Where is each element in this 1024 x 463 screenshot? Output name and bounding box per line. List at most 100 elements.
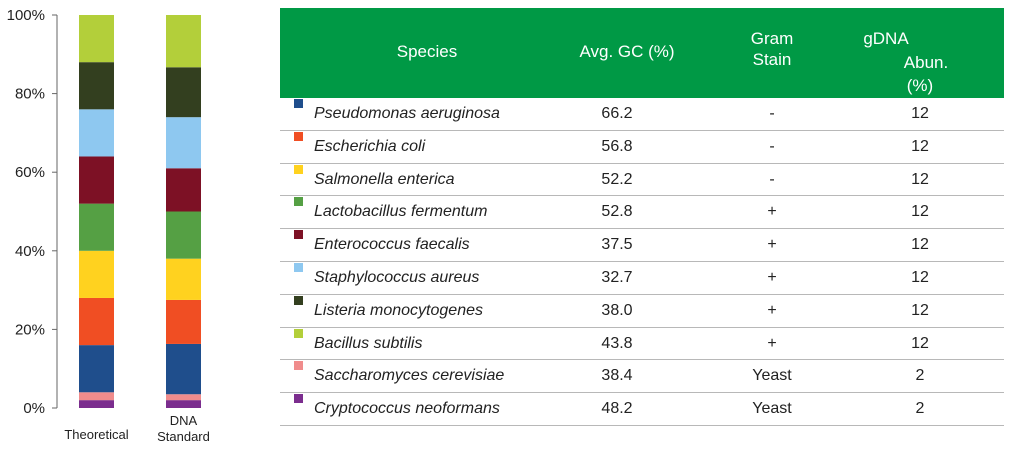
gdna-abundance-value: 2	[915, 367, 925, 385]
bar-segment	[166, 67, 201, 118]
bar-segment	[166, 400, 201, 408]
gdna-abundance-value: 12	[911, 137, 929, 155]
gdna-abundance-value: 12	[911, 105, 929, 122]
avg-gc-value: 37.5	[601, 236, 633, 254]
gram-stain-value: +	[767, 236, 777, 254]
gdna-abundance-value: 12	[911, 170, 929, 188]
bar-segment	[166, 15, 201, 68]
species-name: Salmonella enterica	[314, 170, 455, 188]
avg-gc-value: 66.2	[601, 105, 633, 122]
species-name: Enterococcus faecalis	[314, 236, 470, 254]
color-swatch	[294, 99, 303, 108]
bar-segment	[79, 156, 114, 204]
y-tick-label: 40%	[15, 243, 45, 260]
gdna-abundance-value: 12	[911, 301, 929, 319]
bar-segment	[79, 345, 114, 393]
table-row: Salmonella enterica 52.2 - 12	[280, 164, 1004, 197]
avg-gc-value: 38.4	[601, 367, 633, 385]
table-row: Lactobacillus fermentum 52.8 +12	[280, 196, 1004, 230]
gram-stain-value: -	[769, 170, 775, 188]
species-name: Pseudomonas aeruginosa	[314, 105, 500, 122]
color-swatch	[294, 230, 303, 240]
avg-gc-value: 52.2	[601, 170, 633, 188]
table-row: Escherichia coli 56.8 - 12	[280, 131, 1004, 164]
y-tick-label: 0%	[23, 400, 45, 417]
x-tick-label: DNA	[170, 413, 198, 428]
color-swatch	[294, 197, 303, 207]
gdna-abundance-value: 2	[915, 400, 925, 418]
color-swatch	[294, 394, 303, 404]
header-gram-line1: Gram	[750, 29, 794, 48]
gdna-abundance-value: 12	[911, 268, 929, 286]
color-swatch	[294, 295, 303, 305]
bar-segment	[166, 258, 201, 300]
table-row: Pseudomonas aeruginosa 66.2 - 12	[280, 98, 1004, 131]
species-name: Cryptococcus neoformans	[314, 400, 500, 418]
header-gram-line2: Stain	[752, 50, 792, 69]
bar-segment	[79, 392, 114, 401]
gram-stain-value: +	[767, 268, 777, 286]
avg-gc-value: 52.8	[601, 203, 633, 221]
header-gdna-line2: Abun.	[903, 53, 949, 72]
species-name: Staphylococcus aureus	[314, 268, 480, 286]
bar-segment	[166, 168, 201, 212]
bar-segment	[166, 211, 201, 259]
gram-stain-value: +	[767, 203, 777, 221]
table-body: Pseudomonas aeruginosa 66.2 - 12 Escherichia…	[280, 98, 1004, 426]
species-name: Bacillus subtilis	[314, 334, 423, 352]
gram-stain-value: +	[767, 301, 777, 319]
bar-segment	[79, 62, 114, 110]
gram-stain-value: -	[769, 105, 775, 122]
color-swatch	[294, 131, 303, 141]
bar-segment	[79, 203, 114, 251]
bar-segment	[166, 343, 201, 395]
color-swatch	[294, 262, 303, 272]
color-swatch	[294, 164, 303, 174]
bar-segment	[79, 400, 114, 408]
table-header: Species Avg. GC (%) Gram Stain gDNA Abun…	[280, 8, 1004, 98]
table-row: Listeria monocytogenes 38.0 +12	[280, 295, 1004, 328]
header-gdna-line1: gDNA	[863, 29, 909, 48]
y-axis: 0% 20% 40% 60% 80% 100%	[7, 7, 58, 417]
table-row: Cryptococcus neoformans 48.2 Yeast 2	[280, 393, 1004, 426]
species-name: Lactobacillus fermentum	[314, 203, 488, 221]
y-tick-label: 80%	[15, 86, 45, 103]
y-tick-label: 60%	[15, 164, 45, 181]
gram-stain-value: Yeast	[752, 400, 792, 418]
table-row: Staphylococcus aureus 32.7 +12	[280, 262, 1004, 295]
header-avg-gc: Avg. GC (%)	[579, 42, 675, 61]
species-name: Saccharomyces cerevisiae	[314, 367, 505, 385]
avg-gc-value: 43.8	[601, 334, 633, 352]
bar-segment	[79, 250, 114, 298]
color-swatch	[294, 328, 303, 338]
gdna-abundance-value: 12	[911, 236, 929, 254]
gram-stain-value: Yeast	[752, 367, 792, 385]
header-gdna-line3: (%)	[906, 76, 934, 95]
gdna-abundance-value: 12	[911, 203, 929, 221]
avg-gc-value: 56.8	[601, 137, 633, 155]
gram-stain-value: +	[767, 334, 777, 352]
avg-gc-value: 48.2	[601, 400, 633, 418]
table-row: Enterococcus faecalis 37.5 +12	[280, 229, 1004, 262]
bar-segment	[166, 299, 201, 344]
avg-gc-value: 32.7	[601, 268, 633, 286]
y-tick-label: 20%	[15, 321, 45, 338]
y-tick-label: 100%	[7, 7, 45, 24]
species-name: Escherichia coli	[314, 137, 426, 155]
color-swatch	[294, 361, 303, 371]
species-table: Species Avg. GC (%) Gram Stain gDNA Abun…	[280, 8, 1004, 426]
x-tick-label: Theoretical	[64, 427, 128, 442]
gdna-abundance-value: 12	[911, 334, 929, 352]
bar-stacks	[79, 15, 201, 408]
table-row: Bacillus subtilis 43.8 +12	[280, 328, 1004, 361]
avg-gc-value: 38.0	[601, 301, 633, 319]
bar-segment	[166, 394, 201, 401]
bar-segment	[79, 109, 114, 157]
species-name: Listeria monocytogenes	[314, 301, 483, 319]
bar-segment	[166, 117, 201, 169]
table-row: Saccharomyces cerevisiae 38.4 Yeast 2	[280, 360, 1004, 394]
bar-segment	[79, 15, 114, 63]
stacked-bar-chart: 0% 20% 40% 60% 80% 100% Theoretical DNAStandar…	[7, 7, 210, 444]
header-species: Species	[396, 42, 458, 61]
